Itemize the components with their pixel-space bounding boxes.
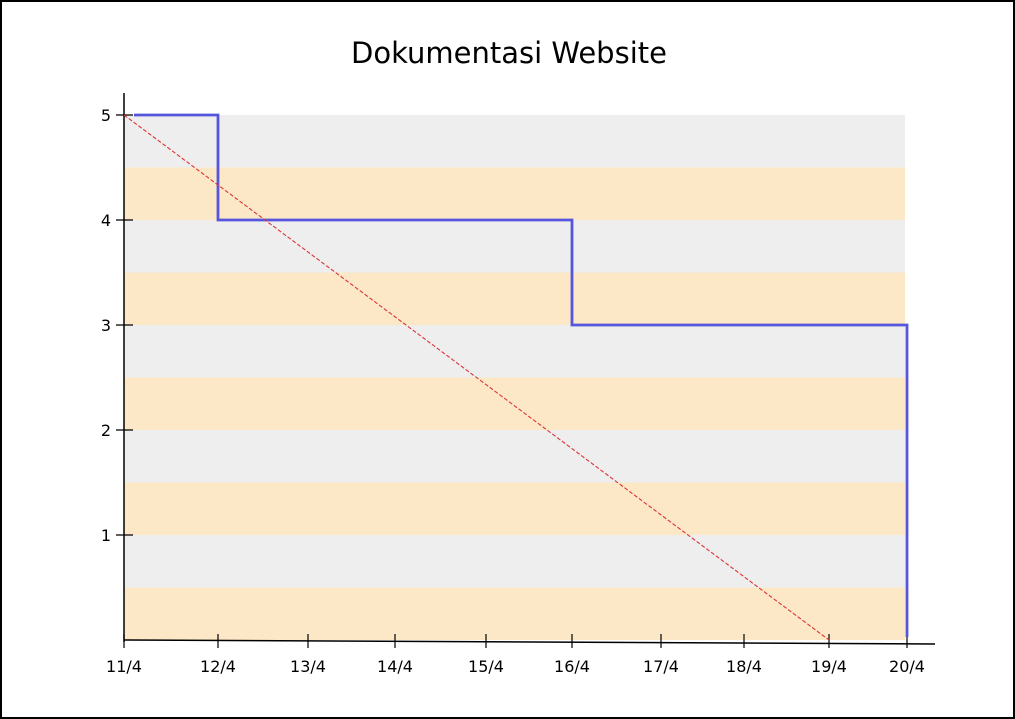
- x-tick-label: 14/4: [377, 657, 413, 676]
- y-tick-label: 3: [101, 316, 111, 335]
- chart-title: Dokumentasi Website: [351, 36, 667, 70]
- y-tick-label: 1: [101, 526, 111, 545]
- background-band: [124, 325, 905, 378]
- background-band: [124, 167, 905, 220]
- x-tick-label: 11/4: [106, 657, 142, 676]
- x-tick-label: 12/4: [200, 657, 236, 676]
- background-band: [124, 482, 905, 535]
- y-tick-label: 5: [101, 106, 111, 125]
- background-band: [124, 272, 905, 325]
- x-tick-label: 16/4: [554, 657, 590, 676]
- background-band: [124, 377, 905, 430]
- background-band: [124, 587, 905, 640]
- y-tick-label: 4: [101, 211, 111, 230]
- x-axis-line: [123, 639, 936, 645]
- x-tick-label: 19/4: [811, 657, 847, 676]
- axes: 1 2 3 4 5 11/4 12/4 13/4 14/4 15/4 16/4 17/4 18/4 19/…: [101, 93, 936, 676]
- x-tick-label: 15/4: [468, 657, 504, 676]
- background-band: [124, 430, 905, 483]
- actual-step-line: [134, 113, 909, 637]
- x-tick-label: 17/4: [643, 657, 679, 676]
- series-layer: [123, 113, 909, 641]
- x-tick-label: 20/4: [889, 657, 925, 676]
- y-tick-label: 2: [101, 421, 111, 440]
- ideal-line: [123, 114, 830, 641]
- background-band: [124, 535, 905, 588]
- x-tick-label: 18/4: [726, 657, 762, 676]
- background-band: [124, 115, 905, 168]
- background-bands: [124, 115, 905, 640]
- background-band: [124, 220, 905, 273]
- x-tick-label: 13/4: [290, 657, 326, 676]
